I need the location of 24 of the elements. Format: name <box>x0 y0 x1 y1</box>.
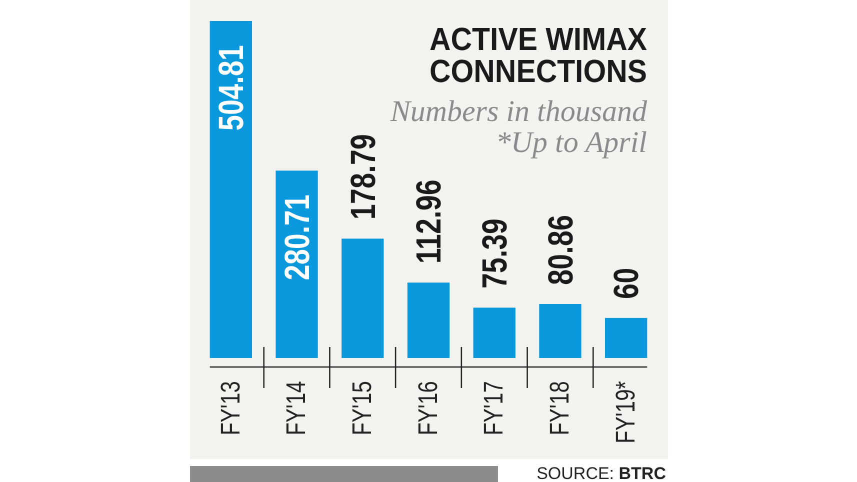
x-tick-label: FY'15 <box>348 381 378 436</box>
x-tick-label: FY'16 <box>413 381 444 436</box>
data-label: 504.81 <box>211 45 251 131</box>
data-label: 178.79 <box>342 134 383 220</box>
data-label: 80.86 <box>540 214 580 286</box>
bar <box>407 282 450 358</box>
data-label: 280.71 <box>276 194 317 280</box>
x-tick-label: FY'13 <box>216 381 246 436</box>
source-note: SOURCE: BTRC <box>536 464 666 482</box>
x-tick-label: FY'14 <box>282 381 312 436</box>
x-tick-label: FY'19* <box>611 380 642 444</box>
data-label: 112.96 <box>408 180 448 264</box>
data-label: 60 <box>606 268 646 299</box>
bar <box>342 238 384 358</box>
bar <box>210 21 252 358</box>
data-label: 75.39 <box>474 218 514 289</box>
text: Numbers in thousand <box>389 95 648 128</box>
bar <box>539 304 582 358</box>
x-tick-label: FY'17 <box>479 381 510 436</box>
bar <box>473 308 516 358</box>
text: ACTIVE WIMAX CONNECTIONS <box>430 20 648 90</box>
x-tick-label: FY'18 <box>545 381 576 436</box>
annotation: *Up to April <box>496 126 647 159</box>
bar <box>604 318 648 358</box>
